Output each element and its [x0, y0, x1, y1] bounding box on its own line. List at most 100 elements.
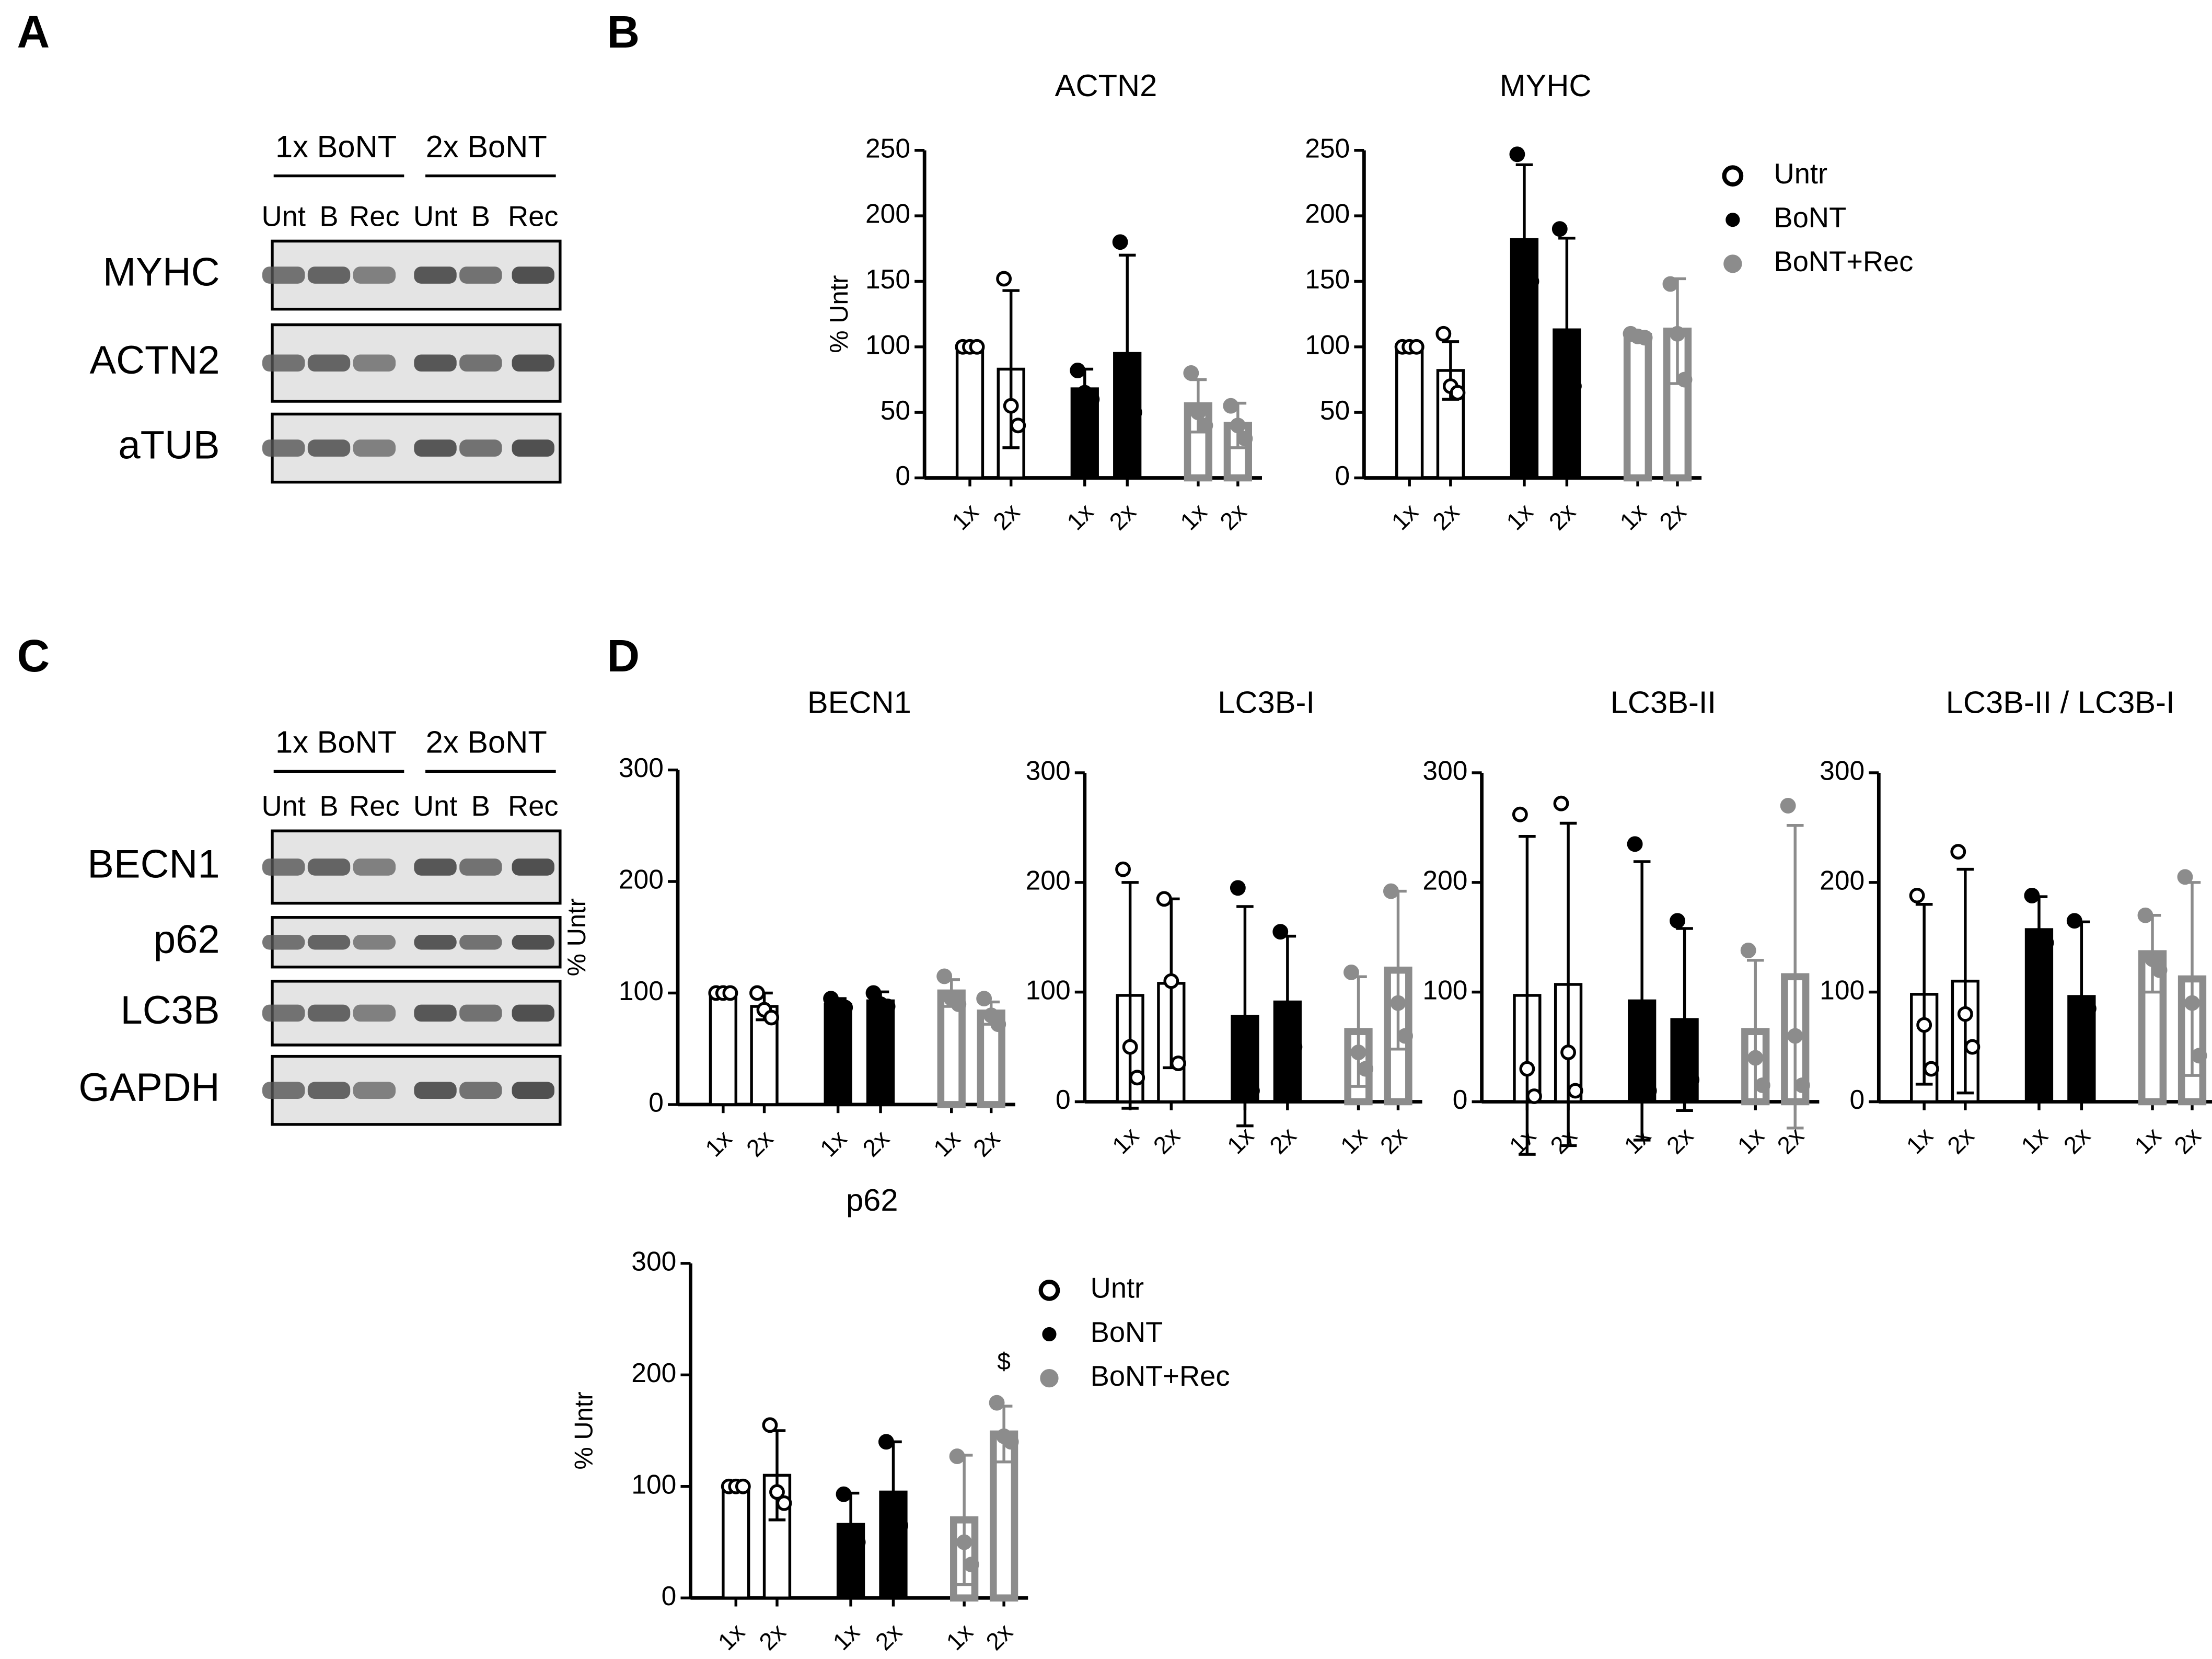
blot-band — [512, 1004, 554, 1022]
data-point — [949, 1448, 965, 1465]
data-point — [1670, 913, 1685, 929]
data-point — [1747, 1050, 1764, 1066]
data-point — [1230, 880, 1246, 896]
bar — [2138, 950, 2167, 1106]
data-point — [1279, 1017, 1295, 1033]
data-point — [2081, 1001, 2097, 1017]
blot-band — [414, 266, 457, 284]
bar — [1623, 332, 1652, 482]
chart-title: p62 — [846, 1182, 898, 1217]
data-point — [1237, 1061, 1253, 1077]
legend-marker — [1038, 1280, 1060, 1301]
data-point — [1010, 417, 1026, 434]
data-point — [936, 968, 953, 984]
bar — [955, 345, 985, 480]
data-point — [1923, 1061, 1939, 1077]
data-point — [956, 1534, 972, 1550]
x-tick-label: 1x — [713, 1618, 750, 1655]
x-tick-label: 2x — [1375, 1122, 1412, 1159]
data-point — [1559, 365, 1575, 381]
data-point — [763, 1010, 780, 1026]
legend-label: BoNT+Rec — [1774, 246, 1914, 277]
data-point — [2184, 995, 2200, 1011]
y-tick-label: 50 — [1320, 395, 1350, 425]
x-tick-label: 1x — [1107, 1122, 1144, 1159]
blot-lane: B — [319, 791, 338, 822]
bar — [824, 1003, 852, 1106]
blot-lane: Unt — [413, 791, 457, 822]
data-point — [1126, 404, 1142, 421]
x-tick-label: 1x — [928, 1125, 965, 1162]
data-point — [1272, 924, 1289, 940]
blot-row-label: ACTN2 — [90, 338, 220, 382]
data-point — [1637, 330, 1653, 346]
data-point — [2151, 962, 2168, 978]
error-bar — [1121, 881, 1139, 1110]
blot-band — [512, 439, 554, 457]
blot-lane: Unt — [413, 201, 457, 232]
x-tick-label: 2x — [1545, 1122, 1582, 1159]
data-point — [1390, 995, 1406, 1011]
data-point — [2038, 935, 2054, 951]
data-point — [1190, 404, 1206, 421]
blot-band — [414, 439, 457, 457]
data-point — [1957, 1006, 1973, 1022]
data-point — [1512, 806, 1528, 822]
x-tick-label: 1x — [1175, 498, 1212, 535]
blot-band — [512, 354, 554, 372]
y-tick-label: 0 — [648, 1087, 664, 1118]
data-point — [1634, 1061, 1650, 1077]
error-bar — [1915, 903, 1933, 1086]
data-point — [2145, 951, 2160, 967]
legend-marker — [1042, 1327, 1057, 1342]
data-point — [893, 1517, 908, 1534]
blot-band — [512, 934, 554, 950]
x-tick-label: 2x — [2169, 1122, 2206, 1159]
data-point — [1156, 891, 1172, 907]
x-tick-label: 1x — [1222, 1122, 1259, 1159]
blot-group: 2x BoNT — [426, 129, 547, 164]
bar — [1395, 345, 1424, 480]
blot-lane: Unt — [261, 791, 305, 822]
x-tick-label: 2x — [1942, 1122, 1979, 1159]
y-tick-label: 100 — [1422, 974, 1467, 1005]
blot-row-label: MYHC — [103, 250, 220, 295]
error-bar — [1746, 959, 1764, 1105]
x-tick-label: 1x — [1501, 498, 1538, 535]
x-tick-label: 2x — [1661, 1122, 1698, 1159]
legend-label: BoNT+Rec — [1091, 1361, 1230, 1392]
blot-band — [459, 266, 502, 284]
y-tick-label: 0 — [895, 460, 910, 491]
legend-marker — [1723, 254, 1742, 273]
x-tick-label: 2x — [988, 498, 1025, 535]
blot-group: 2x BoNT — [426, 724, 547, 759]
blot-band — [353, 1004, 396, 1022]
blot-band — [262, 266, 305, 284]
panel-letter: C — [17, 631, 50, 681]
data-point — [2137, 907, 2153, 923]
data-point — [990, 1016, 1006, 1032]
x-tick-label: 1x — [1061, 498, 1098, 535]
data-point — [769, 1484, 785, 1500]
blot-band — [307, 1004, 351, 1022]
data-point — [1112, 234, 1128, 250]
chart-title: LC3B-II — [1611, 685, 1716, 720]
blot-band — [459, 1004, 502, 1022]
data-point — [1084, 391, 1100, 408]
blot-band — [262, 1004, 305, 1022]
x-tick-label: 1x — [2129, 1122, 2166, 1159]
blot-group: 1x BoNT — [275, 724, 397, 759]
data-point — [1397, 1028, 1413, 1044]
data-point — [1509, 146, 1525, 163]
y-tick-label: 150 — [865, 264, 910, 294]
y-tick-label: 100 — [1820, 974, 1864, 1005]
data-point — [1916, 1017, 1932, 1033]
x-tick-label: 2x — [1654, 498, 1691, 535]
data-point — [850, 1534, 866, 1550]
blot-band — [512, 1082, 554, 1099]
y-tick-label: 300 — [1026, 756, 1071, 786]
y-axis-label: % Untr — [825, 275, 853, 353]
